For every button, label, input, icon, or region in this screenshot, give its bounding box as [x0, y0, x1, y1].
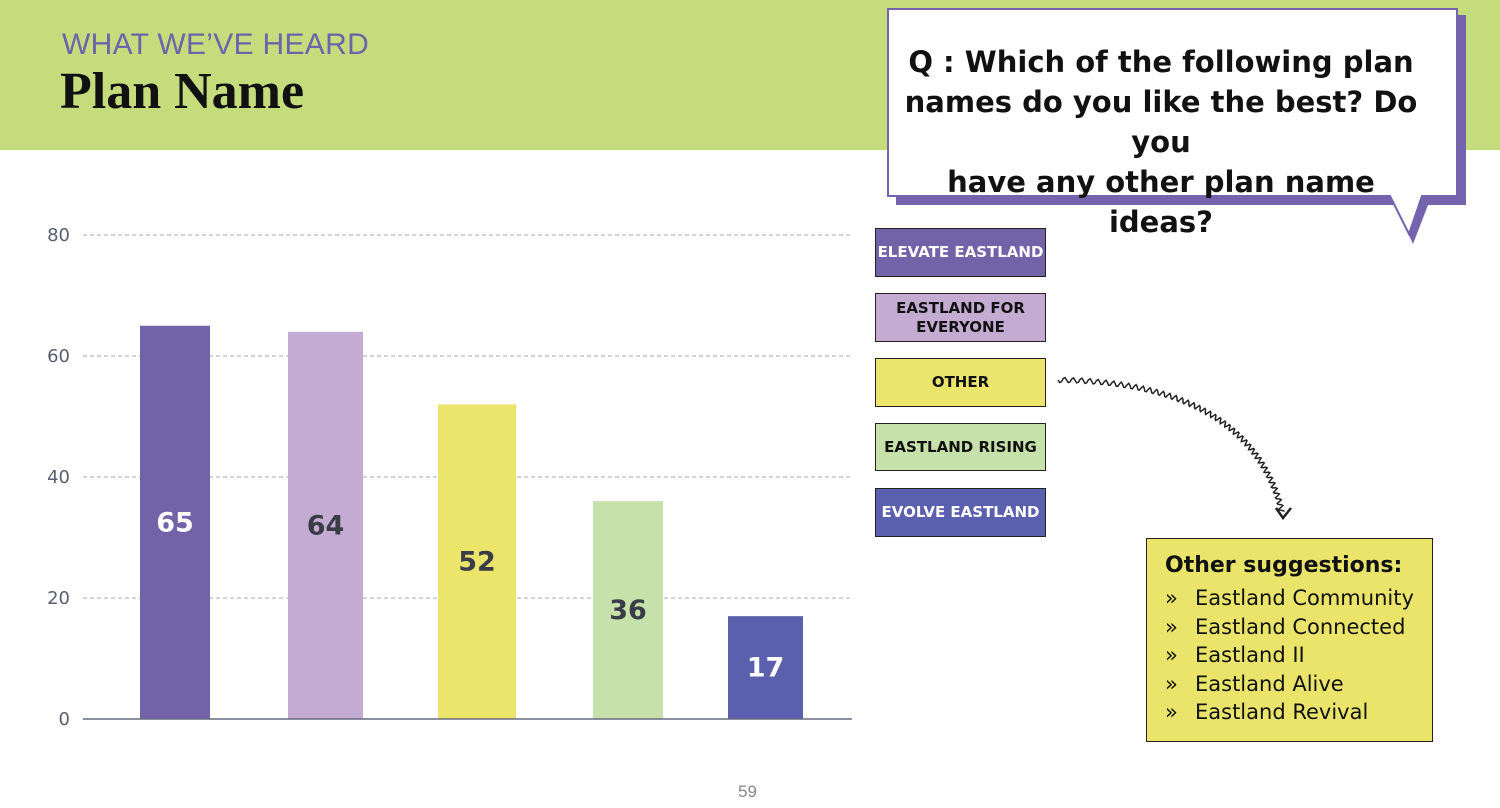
bar-value-label: 36 [609, 595, 647, 626]
bullet-icon: » [1165, 614, 1178, 639]
bar-value-label: 17 [747, 653, 785, 684]
legend-item-eastland-for-everyone: EASTLAND FOR EVERYONE [875, 293, 1046, 342]
suggestions-list: » Eastland Community » Eastland Connected … [1165, 584, 1432, 727]
legend-label: OTHER [931, 373, 990, 391]
legend-item-evolve-eastland: EVOLVE EASTLAND [875, 488, 1046, 537]
y-tick-label: 0 [59, 709, 70, 730]
suggestion-item: » Eastland II [1165, 641, 1432, 670]
suggestion-item: » Eastland Connected [1165, 613, 1432, 642]
suggestion-text: Eastland II [1195, 643, 1305, 667]
bar [140, 325, 210, 719]
other-suggestions-box: Other suggestions: » Eastland Community »… [1146, 538, 1433, 742]
suggestion-text: Eastland Revival [1195, 700, 1369, 724]
legend-label: EASTLAND RISING [884, 437, 1037, 456]
bar [728, 616, 803, 719]
question-text: Q : Which of the following plan names do… [896, 42, 1426, 242]
bar [438, 404, 516, 719]
question-line: have any other plan name ideas? [947, 165, 1375, 239]
legend-item-eastland-rising: EASTLAND RISING [875, 423, 1046, 471]
bar-value-label: 52 [458, 547, 496, 578]
bar-chart: 0 20 40 60 80 65 64 52 36 17 [47, 225, 852, 730]
y-tick-label: 20 [47, 588, 70, 609]
squiggly-arrow-line [1057, 376, 1285, 513]
bullet-icon: » [1165, 671, 1178, 696]
bullet-icon: » [1165, 700, 1178, 724]
suggestions-title: Other suggestions: [1165, 553, 1403, 578]
bullet-icon: » [1165, 643, 1178, 667]
suggestion-item: » Eastland Revival [1165, 698, 1432, 727]
section-kicker: WHAT WE’VE HEARD [62, 28, 370, 61]
page-number: 59 [738, 782, 757, 801]
legend-label: EVOLVE EASTLAND [881, 503, 1040, 521]
page-title: Plan Name [60, 63, 305, 120]
legend-item-other: OTHER [875, 358, 1046, 407]
y-tick-label: 40 [47, 467, 70, 488]
question-speech-bubble [887, 8, 1466, 244]
bubble-body [887, 8, 1458, 237]
y-tick-label: 60 [47, 346, 70, 367]
chart-bars [140, 325, 803, 719]
question-line: names do you like the best? Do you [904, 85, 1418, 159]
legend-label: ELEVATE EASTLAND [877, 243, 1044, 261]
suggestion-item: » Eastland Alive [1165, 670, 1432, 699]
bar-value-label: 65 [156, 507, 194, 538]
chart-grid [83, 234, 852, 599]
legend-label: EASTLAND FOR EVERYONE [896, 298, 1025, 336]
bar-value-label: 64 [307, 510, 345, 541]
arrowhead-icon [1274, 507, 1292, 521]
y-axis-ticks: 0 20 40 60 80 [47, 225, 70, 730]
bar-value-labels: 65 64 52 36 17 [156, 507, 784, 683]
suggestion-text: Eastland Connected [1195, 614, 1406, 639]
suggestion-text: Eastland Community [1195, 586, 1414, 610]
bar [593, 501, 663, 719]
legend-item-elevate-eastland: ELEVATE EASTLAND [875, 228, 1046, 277]
suggestion-text: Eastland Alive [1195, 671, 1344, 696]
question-line: Q : Which of the following plan [908, 45, 1414, 79]
y-tick-label: 80 [47, 225, 70, 246]
bar [288, 331, 363, 719]
suggestion-item: » Eastland Community [1165, 584, 1432, 613]
bullet-icon: » [1165, 586, 1178, 610]
